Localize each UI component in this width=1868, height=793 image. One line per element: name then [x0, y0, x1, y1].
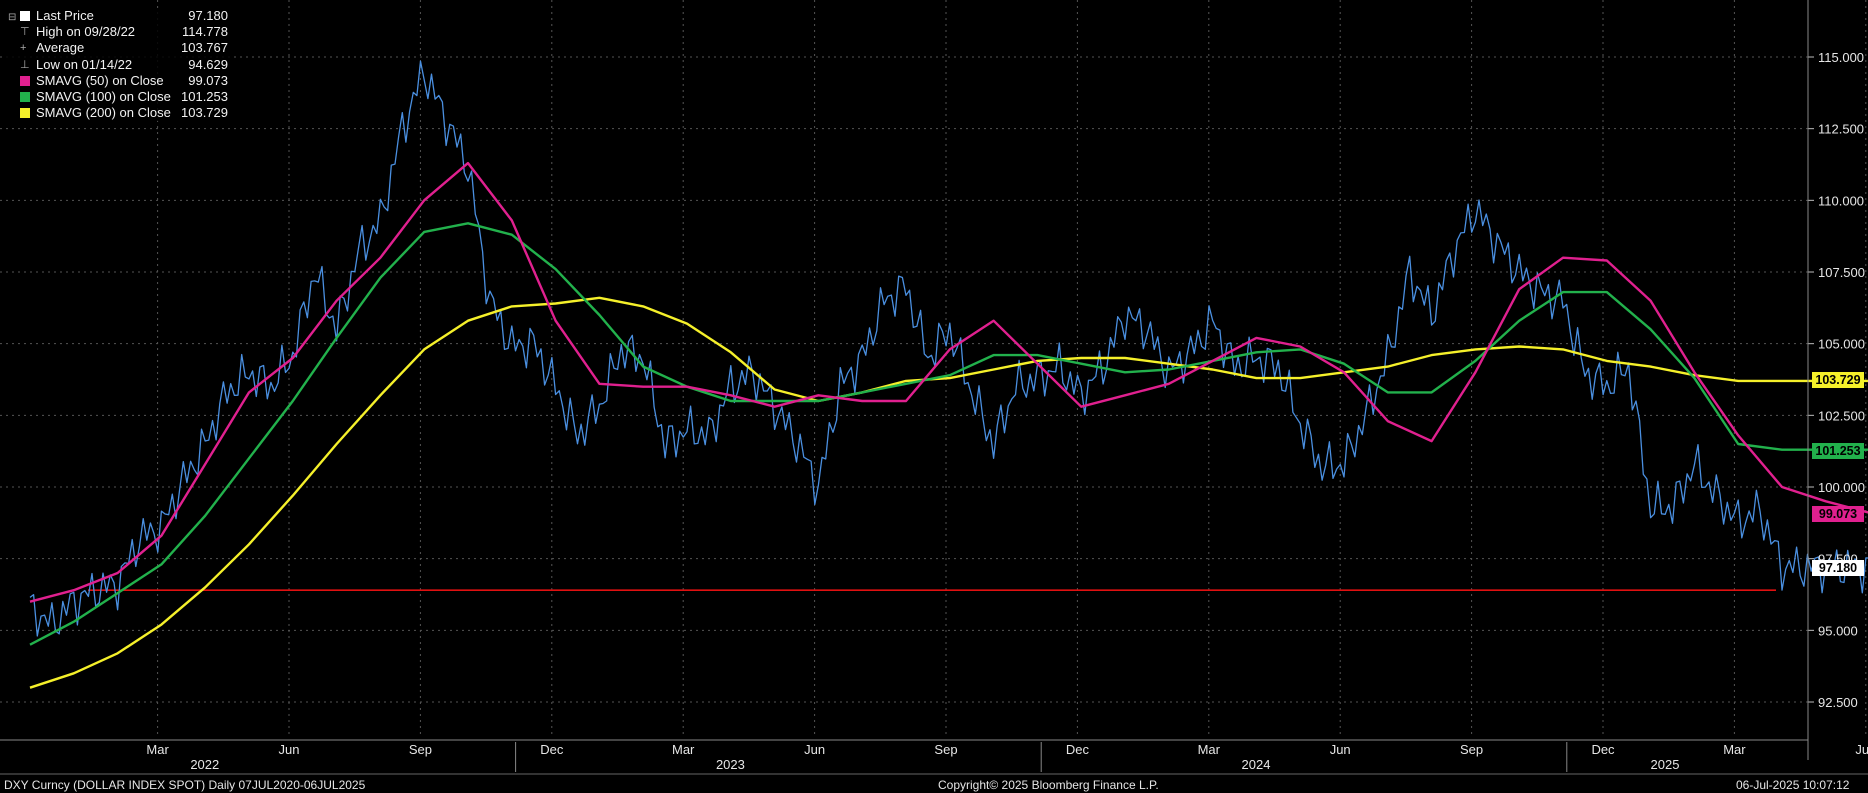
y-tick-label: 100.000	[1818, 480, 1865, 495]
legend-marker-icon: ⊥	[20, 58, 30, 71]
legend-value: 114.778	[181, 24, 228, 40]
y-tick-label: 107.500	[1818, 265, 1865, 280]
legend-value: 101.253	[181, 88, 228, 104]
axes: 92.50095.00097.500100.000102.500105.0001…	[0, 0, 1868, 775]
legend-swatch	[20, 75, 30, 86]
y-tick-label: 110.000	[1818, 193, 1864, 208]
legend-row: ⊥ Low on 01/14/22 94.629	[4, 57, 232, 73]
x-tick-label: Dec	[1066, 742, 1090, 757]
legend-label: Low on 01/14/22	[36, 56, 133, 72]
legend-value: 103.767	[181, 40, 228, 56]
legend-row: ⊤ High on 09/28/22 114.778	[4, 24, 232, 40]
sma100-line	[29, 222, 1868, 646]
legend-row: SMAVG (200) on Close 103.729	[4, 105, 232, 121]
y-tick-label: 115.000	[1818, 50, 1864, 65]
x-tick-label: Jun	[1855, 742, 1868, 757]
x-tick-label: Jun	[804, 742, 825, 757]
year-label: 2023	[716, 757, 745, 772]
x-tick-label: Mar	[1723, 742, 1746, 757]
legend-label: Average	[36, 40, 85, 56]
x-tick-label: Mar	[672, 742, 695, 757]
legend-swatch	[20, 11, 30, 21]
legend-value: 97.180	[188, 8, 228, 23]
x-tick-label: Sep	[1460, 742, 1483, 757]
legend-swatch	[20, 108, 30, 119]
price-tag: 97.180	[1812, 559, 1864, 576]
price-tag: 99.073	[1812, 505, 1864, 522]
footer-security: DXY Curncy (DOLLAR INDEX SPOT) Daily 07J…	[4, 778, 366, 792]
year-label: 2025	[1651, 757, 1680, 772]
legend-swatch	[20, 91, 30, 102]
price-tag: 101.253	[1812, 443, 1864, 460]
x-tick-label: Dec	[1591, 742, 1615, 757]
legend-value: 94.629	[188, 56, 228, 72]
y-tick-label: 92.500	[1818, 695, 1858, 710]
legend-marker-icon: ⊤	[20, 26, 30, 39]
x-tick-label: Mar	[146, 742, 169, 757]
price-tag: 103.729	[1812, 372, 1864, 389]
legend-row: SMAVG (100) on Close 101.253	[4, 89, 232, 105]
legend-row: SMAVG (50) on Close 99.073	[4, 73, 232, 89]
legend-label: SMAVG (200) on Close	[36, 105, 171, 121]
legend-row: + Average 103.767	[4, 40, 232, 56]
x-tick-label: Dec	[540, 742, 564, 757]
y-tick-label: 95.000	[1818, 623, 1858, 638]
x-tick-label: Jun	[279, 742, 300, 757]
year-label: 2022	[190, 757, 219, 772]
collapse-icon[interactable]: ⊟	[8, 12, 17, 23]
x-tick-label: Jun	[1330, 742, 1351, 757]
sma200-line	[29, 296, 1868, 689]
x-tick-label: Sep	[409, 742, 432, 757]
x-tick-label: Mar	[1198, 742, 1221, 757]
legend-label: Last Price	[36, 8, 94, 23]
y-tick-label: 102.500	[1818, 408, 1865, 423]
series-layer	[29, 60, 1868, 689]
y-tick-label: 112.500	[1818, 122, 1864, 137]
legend-label: SMAVG (50) on Close	[36, 72, 164, 88]
legend-label: High on 09/28/22	[36, 24, 136, 40]
legend-label: SMAVG (100) on Close	[36, 88, 171, 104]
x-tick-label: Sep	[934, 742, 957, 757]
legend: ⊟ Last Price 97.180 ⊤ High on 09/28/22 114.7…	[4, 8, 232, 122]
legend-value: 103.729	[181, 105, 228, 121]
legend-row: Last Price 97.180	[4, 8, 232, 24]
year-label: 2024	[1242, 757, 1271, 772]
footer-copyright: Copyright© 2025 Bloomberg Finance L.P.	[938, 778, 1159, 792]
y-tick-label: 105.000	[1818, 337, 1865, 352]
legend-marker-icon: +	[20, 42, 27, 55]
footer-timestamp: 06-Jul-2025 10:07:12	[1736, 778, 1850, 792]
legend-value: 99.073	[188, 72, 228, 88]
sma50-line	[29, 161, 1868, 603]
